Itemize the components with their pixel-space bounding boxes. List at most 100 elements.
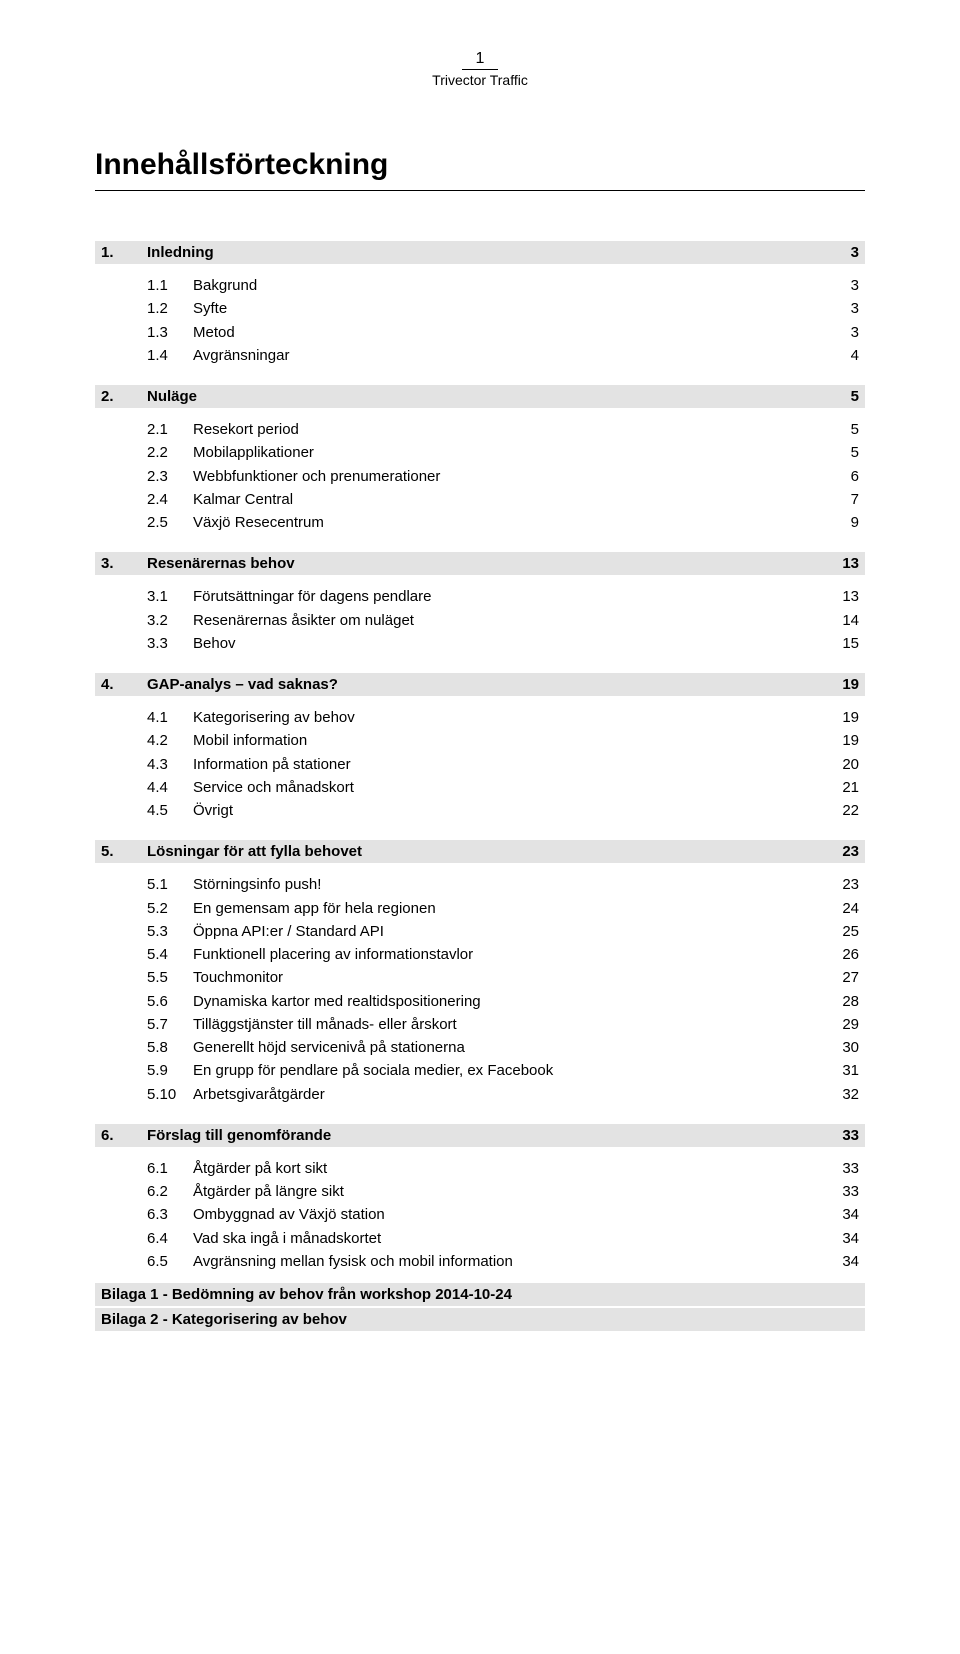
- toc-entry-page: 13: [819, 585, 859, 608]
- toc-entry[interactable]: 3.1Förutsättningar för dagens pendlare13: [141, 585, 865, 608]
- toc-entry-page: 29: [819, 1013, 859, 1036]
- toc-entry-page: 33: [819, 1157, 859, 1180]
- toc-entry-label: Bakgrund: [193, 274, 819, 297]
- toc-section-heading[interactable]: 6.Förslag till genomförande33: [95, 1124, 865, 1147]
- appendix-row[interactable]: Bilaga 1 - Bedömning av behov från works…: [95, 1283, 865, 1306]
- toc-section-page: 5: [819, 388, 859, 405]
- toc-entry-label: Resenärernas åsikter om nuläget: [193, 609, 819, 632]
- toc-entry-label: Syfte: [193, 297, 819, 320]
- toc-entry-number: 6.3: [147, 1203, 193, 1226]
- toc-entry-number: 6.1: [147, 1157, 193, 1180]
- toc-entry[interactable]: 2.2Mobilapplikationer5: [141, 441, 865, 464]
- toc-entry[interactable]: 6.1Åtgärder på kort sikt33: [141, 1157, 865, 1180]
- appendix-list: Bilaga 1 - Bedömning av behov från works…: [95, 1283, 865, 1331]
- toc-entry[interactable]: 5.10Arbetsgivaråtgärder32: [141, 1083, 865, 1106]
- toc-entry-group: 5.1Störningsinfo push!235.2En gemensam a…: [95, 873, 865, 1106]
- toc-entry-page: 31: [819, 1059, 859, 1082]
- toc-entry-label: Förutsättningar för dagens pendlare: [193, 585, 819, 608]
- toc-entry[interactable]: 2.1Resekort period5: [141, 418, 865, 441]
- toc-entry-page: 7: [819, 488, 859, 511]
- toc-entry[interactable]: 5.8Generellt höjd servicenivå på station…: [141, 1036, 865, 1059]
- toc-entry[interactable]: 5.4Funktionell placering av informations…: [141, 943, 865, 966]
- toc-entry-number: 5.9: [147, 1059, 193, 1082]
- toc-entry[interactable]: 4.2Mobil information19: [141, 729, 865, 752]
- toc-entry[interactable]: 4.4Service och månadskort21: [141, 776, 865, 799]
- toc-entry-page: 22: [819, 799, 859, 822]
- toc-entry[interactable]: 5.3Öppna API:er / Standard API25: [141, 920, 865, 943]
- toc-entry-number: 5.4: [147, 943, 193, 966]
- toc-section-number: 5.: [101, 843, 147, 860]
- toc-entry[interactable]: 2.3Webbfunktioner och prenumerationer6: [141, 465, 865, 488]
- toc-entry[interactable]: 5.2En gemensam app för hela regionen24: [141, 897, 865, 920]
- toc-entry-number: 2.1: [147, 418, 193, 441]
- toc-entry-page: 27: [819, 966, 859, 989]
- toc-entry[interactable]: 6.2Åtgärder på längre sikt33: [141, 1180, 865, 1203]
- toc-entry-label: Mobilapplikationer: [193, 441, 819, 464]
- toc-entry-page: 33: [819, 1180, 859, 1203]
- toc-entry[interactable]: 1.4Avgränsningar4: [141, 344, 865, 367]
- toc-entry[interactable]: 5.6Dynamiska kartor med realtidsposition…: [141, 990, 865, 1013]
- toc-entry-label: Webbfunktioner och prenumerationer: [193, 465, 819, 488]
- toc-entry-page: 9: [819, 511, 859, 534]
- appendix-row[interactable]: Bilaga 2 - Kategorisering av behov: [95, 1308, 865, 1331]
- toc-section-page: 23: [819, 843, 859, 860]
- brand-name: Trivector Traffic: [95, 72, 865, 88]
- toc-section-heading[interactable]: 4.GAP-analys – vad saknas?19: [95, 673, 865, 696]
- toc-entry-page: 32: [819, 1083, 859, 1106]
- toc-entry[interactable]: 4.3Information på stationer20: [141, 753, 865, 776]
- toc-entry[interactable]: 5.5Touchmonitor27: [141, 966, 865, 989]
- toc-section-page: 19: [819, 676, 859, 693]
- toc-entry-page: 30: [819, 1036, 859, 1059]
- toc-entry-number: 4.1: [147, 706, 193, 729]
- toc-entry[interactable]: 5.9En grupp för pendlare på sociala medi…: [141, 1059, 865, 1082]
- toc-section-number: 3.: [101, 555, 147, 572]
- toc-section-heading[interactable]: 5.Lösningar för att fylla behovet23: [95, 840, 865, 863]
- toc-entry-label: En grupp för pendlare på sociala medier,…: [193, 1059, 819, 1082]
- toc-entry-group: 6.1Åtgärder på kort sikt336.2Åtgärder på…: [95, 1157, 865, 1273]
- toc-entry[interactable]: 4.5Övrigt22: [141, 799, 865, 822]
- toc-entry[interactable]: 1.2Syfte3: [141, 297, 865, 320]
- toc-entry[interactable]: 5.7Tilläggstjänster till månads- eller å…: [141, 1013, 865, 1036]
- toc-entry-page: 4: [819, 344, 859, 367]
- toc-entry-page: 34: [819, 1227, 859, 1250]
- toc-entry[interactable]: 2.4Kalmar Central7: [141, 488, 865, 511]
- toc-entry[interactable]: 5.1Störningsinfo push!23: [141, 873, 865, 896]
- toc-entry-page: 6: [819, 465, 859, 488]
- toc-entry-page: 34: [819, 1203, 859, 1226]
- toc-entry-label: Touchmonitor: [193, 966, 819, 989]
- page-number: 1: [462, 50, 499, 70]
- toc-section-heading[interactable]: 2.Nuläge5: [95, 385, 865, 408]
- toc-section-heading[interactable]: 1.Inledning3: [95, 241, 865, 264]
- toc-entry[interactable]: 3.2Resenärernas åsikter om nuläget14: [141, 609, 865, 632]
- toc-section-label: Inledning: [147, 244, 819, 261]
- toc-entry[interactable]: 4.1Kategorisering av behov19: [141, 706, 865, 729]
- toc-entry-label: Arbetsgivaråtgärder: [193, 1083, 819, 1106]
- toc-entry[interactable]: 6.3Ombyggnad av Växjö station34: [141, 1203, 865, 1226]
- toc-entry-number: 6.4: [147, 1227, 193, 1250]
- toc-entry-label: Åtgärder på längre sikt: [193, 1180, 819, 1203]
- toc-entry[interactable]: 6.5Avgränsning mellan fysisk och mobil i…: [141, 1250, 865, 1273]
- toc-entry-page: 19: [819, 706, 859, 729]
- page-title: Innehållsförteckning: [95, 148, 865, 182]
- toc-entry-number: 5.1: [147, 873, 193, 896]
- toc-entry-label: Kategorisering av behov: [193, 706, 819, 729]
- toc-entry-number: 1.2: [147, 297, 193, 320]
- toc-entry-label: Vad ska ingå i månadskortet: [193, 1227, 819, 1250]
- toc-entry[interactable]: 6.4Vad ska ingå i månadskortet34: [141, 1227, 865, 1250]
- toc-entry-label: Information på stationer: [193, 753, 819, 776]
- toc-entry-number: 2.4: [147, 488, 193, 511]
- toc-section-label: GAP-analys – vad saknas?: [147, 676, 819, 693]
- toc-entry[interactable]: 1.1Bakgrund3: [141, 274, 865, 297]
- toc-section: 5.Lösningar för att fylla behovet23 5.1St…: [95, 840, 865, 1106]
- toc-entry[interactable]: 2.5Växjö Resecentrum9: [141, 511, 865, 534]
- toc-section-number: 2.: [101, 388, 147, 405]
- toc-entry-page: 3: [819, 321, 859, 344]
- toc-entry-label: Generellt höjd servicenivå på stationern…: [193, 1036, 819, 1059]
- toc-entry[interactable]: 1.3Metod3: [141, 321, 865, 344]
- toc-entry-number: 1.4: [147, 344, 193, 367]
- toc-entry-page: 5: [819, 418, 859, 441]
- toc-section-page: 13: [819, 555, 859, 572]
- toc-section-label: Förslag till genomförande: [147, 1127, 819, 1144]
- toc-entry[interactable]: 3.3Behov15: [141, 632, 865, 655]
- toc-section-heading[interactable]: 3.Resenärernas behov13: [95, 552, 865, 575]
